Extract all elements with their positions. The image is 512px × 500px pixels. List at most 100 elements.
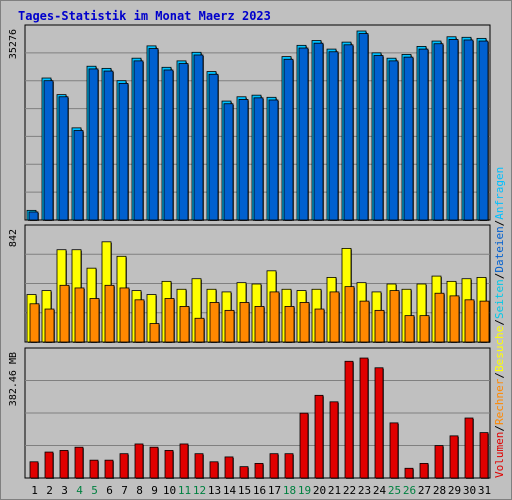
bar-volumen-day-7	[119, 453, 129, 479]
x-tick-label-28: 28	[433, 484, 446, 497]
x-tick-label-22: 22	[343, 484, 356, 497]
panel-bottom-ylabel: 382.46 MB	[8, 352, 19, 406]
bar-dateien-day-23	[358, 33, 369, 221]
bar-dateien-day-21	[328, 51, 339, 221]
bar-dateien-day-11	[178, 63, 189, 221]
series-rechner	[29, 284, 490, 343]
bar-volumen-day-21	[329, 401, 339, 479]
panel-top: 35276	[8, 24, 491, 222]
series-dateien	[28, 33, 489, 222]
bar-rechner-day-31	[479, 300, 490, 343]
legend-separator: /	[493, 273, 506, 280]
x-tick-label-8: 8	[136, 484, 143, 497]
bar-volumen-day-9	[149, 446, 159, 479]
x-tick-label-29: 29	[448, 484, 461, 497]
x-tick-label-27: 27	[418, 484, 431, 497]
x-tick-label-21: 21	[328, 484, 341, 497]
bar-volumen-day-5	[89, 459, 99, 479]
bar-dateien-day-8	[133, 60, 144, 221]
x-tick-label-1: 1	[31, 484, 38, 497]
bar-volumen-day-8	[134, 443, 144, 479]
bar-dateien-day-20	[313, 42, 324, 221]
legend-item-anfragen: Anfragen	[493, 167, 506, 220]
bar-volumen-day-13	[209, 461, 219, 479]
bar-dateien-day-27	[418, 48, 429, 221]
bar-rechner-day-23	[359, 300, 370, 343]
panel-middle: 842	[8, 224, 491, 343]
bar-rechner-day-13	[209, 302, 220, 343]
x-axis-ticks: 1 2 3 4 5 6 7 8 9 10 11 12 13 14 15 16 17 18 19 20 21 22 23 24 2…	[31, 484, 491, 497]
bar-dateien-day-7	[118, 82, 129, 221]
bar-rechner-day-27	[419, 315, 430, 343]
x-tick-label-14: 14	[223, 484, 237, 497]
bar-volumen-day-2	[44, 451, 54, 479]
bar-dateien-day-17	[268, 99, 279, 221]
x-tick-label-31: 31	[478, 484, 491, 497]
bar-rechner-day-8	[134, 299, 145, 343]
bar-rechner-day-4	[74, 287, 85, 343]
bar-volumen-day-27	[419, 463, 429, 479]
bar-volumen-day-11	[179, 443, 189, 479]
bar-volumen-day-22	[344, 360, 354, 479]
bar-volumen-day-17	[269, 453, 279, 479]
bar-rechner-day-2	[44, 308, 55, 343]
x-tick-label-19: 19	[298, 484, 311, 497]
bar-rechner-day-11	[179, 306, 190, 343]
bar-rechner-day-29	[449, 295, 460, 343]
bar-rechner-day-6	[104, 284, 115, 343]
bar-rechner-day-17	[269, 291, 280, 343]
bar-rechner-day-7	[119, 287, 130, 343]
x-tick-label-17: 17	[268, 484, 281, 497]
series-volumen	[29, 357, 489, 479]
x-tick-label-20: 20	[313, 484, 326, 497]
panel-top-ylabel: 35276	[8, 29, 19, 59]
bar-volumen-day-10	[164, 450, 174, 479]
bar-dateien-day-13	[208, 73, 219, 221]
chart-panels: 35276 842 382.46 MB	[8, 24, 491, 479]
bar-dateien-day-31	[478, 40, 489, 221]
x-tick-label-3: 3	[61, 484, 68, 497]
x-tick-label-7: 7	[121, 484, 128, 497]
x-tick-label-16: 16	[253, 484, 266, 497]
bar-rechner-day-3	[59, 284, 70, 343]
bar-dateien-day-19	[298, 47, 309, 221]
bar-dateien-day-4	[73, 130, 84, 221]
x-tick-label-5: 5	[91, 484, 98, 497]
bar-rechner-day-30	[464, 299, 475, 343]
bar-rechner-day-25	[389, 290, 400, 343]
x-tick-label-4: 4	[76, 484, 83, 497]
bar-rechner-day-9	[149, 323, 160, 343]
bar-dateien-day-24	[373, 55, 384, 221]
x-tick-label-24: 24	[373, 484, 387, 497]
bar-dateien-day-5	[88, 68, 99, 221]
bar-volumen-day-29	[449, 435, 459, 479]
bar-dateien-day-14	[223, 103, 234, 221]
bar-volumen-day-1	[29, 461, 39, 479]
bar-volumen-day-18	[284, 453, 294, 479]
x-tick-label-12: 12	[193, 484, 206, 497]
chart-legend: Volumen/Rechner/Besuche/Seiten/Dateien/A…	[493, 167, 506, 478]
x-tick-label-25: 25	[388, 484, 401, 497]
legend-item-rechner: Rechner	[493, 378, 506, 425]
bar-rechner-day-5	[89, 298, 100, 343]
legend-item-seiten: Seiten	[493, 279, 506, 319]
bar-dateien-day-30	[463, 39, 474, 221]
x-tick-label-13: 13	[208, 484, 221, 497]
bar-volumen-day-30	[464, 417, 474, 479]
bar-volumen-day-28	[434, 445, 444, 479]
bar-rechner-day-18	[284, 306, 295, 343]
bar-volumen-day-15	[239, 466, 249, 479]
x-tick-label-10: 10	[163, 484, 176, 497]
bar-volumen-day-3	[59, 450, 69, 479]
bar-dateien-day-18	[283, 58, 294, 221]
bar-dateien-day-3	[58, 96, 69, 221]
legend-text: Volumen/Rechner/Besuche/Seiten/Dateien/A…	[493, 167, 506, 478]
bar-dateien-day-28	[433, 43, 444, 221]
bar-dateien-day-26	[403, 56, 414, 221]
legend-item-besuche: Besuche	[493, 326, 506, 372]
bar-volumen-day-6	[104, 459, 114, 479]
legend-item-dateien: Dateien	[493, 226, 506, 272]
bar-volumen-day-12	[194, 453, 204, 479]
